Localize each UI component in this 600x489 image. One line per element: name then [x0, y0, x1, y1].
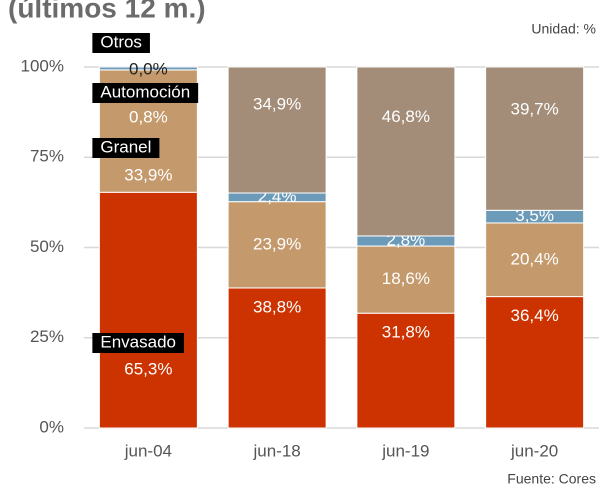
bar-segment: [98, 66, 198, 71]
y-tick-label: 100%: [21, 56, 64, 75]
legend-label: Otros: [100, 32, 142, 51]
bar-segment: [485, 222, 585, 298]
bar-segment: [227, 287, 327, 429]
y-tick-label: 50%: [30, 237, 64, 256]
bar-segment: [227, 201, 327, 289]
unit-note: Unidad: %: [531, 21, 596, 37]
value-label: 23,9%: [253, 234, 301, 253]
legend-box: [92, 33, 150, 53]
value-label: 31,8%: [382, 323, 430, 342]
y-tick-label: 75%: [30, 147, 64, 166]
x-tick-label: jun-04: [124, 441, 172, 460]
bar-segment: [356, 312, 456, 429]
x-tick-label: jun-19: [381, 441, 429, 460]
value-label: 33,9%: [124, 165, 172, 184]
value-label: 20,4%: [511, 249, 559, 268]
legend-box: [92, 333, 184, 353]
value-label: 3,5%: [515, 206, 554, 225]
bar-segment: [98, 191, 198, 429]
source-note: Fuente: Cores: [507, 471, 596, 487]
legend-label: Automoción: [100, 82, 190, 101]
value-label: 0,0%: [129, 59, 168, 78]
legend-label: Granel: [100, 137, 151, 156]
x-tick-label: jun-20: [510, 441, 558, 460]
y-tick-label: 25%: [30, 327, 64, 346]
bar-segment: [227, 66, 327, 194]
bar-segment: [356, 66, 456, 237]
value-label: 38,8%: [253, 297, 301, 316]
value-label: 34,9%: [253, 94, 301, 113]
bar-segment: [485, 296, 585, 429]
value-label: 39,7%: [511, 99, 559, 118]
chart-title: (últimos 12 m.): [8, 0, 206, 23]
bar-segment: [485, 66, 585, 211]
x-tick-label: jun-18: [252, 441, 300, 460]
legend-box: [92, 138, 160, 158]
value-label: 18,6%: [382, 269, 430, 288]
value-label: 46,8%: [382, 107, 430, 126]
value-label: 36,4%: [511, 306, 559, 325]
legend-label: Envasado: [100, 332, 176, 351]
value-label: 0,8%: [129, 107, 168, 126]
value-label: 65,3%: [124, 359, 172, 378]
legend-box: [92, 83, 199, 103]
y-tick-label: 0%: [39, 417, 64, 436]
